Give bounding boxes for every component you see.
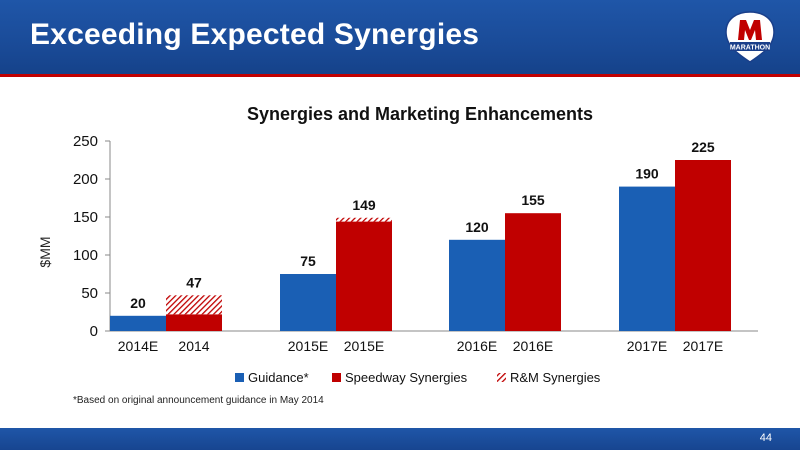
synergies-bar-chart: Synergies and Marketing Enhancements $MM… — [37, 104, 758, 385]
x-tick-label: 2016E — [513, 338, 553, 354]
y-tick-label: 250 — [73, 133, 98, 150]
y-axis-label: $MM — [37, 236, 53, 267]
x-tick-label: 2017E — [683, 338, 723, 354]
legend-swatch — [332, 373, 341, 382]
data-label: 20 — [130, 295, 146, 311]
legend-label: Guidance* — [248, 370, 309, 385]
page-number: 44 — [759, 432, 772, 444]
footer-bar: 44 — [0, 428, 800, 450]
legend-swatch — [235, 373, 244, 382]
data-label: 47 — [186, 274, 202, 290]
speedway-bar — [336, 221, 392, 331]
legend-swatch — [497, 373, 506, 382]
marathon-logo-icon: MARATHON — [725, 11, 775, 63]
guidance-bar — [110, 315, 166, 331]
data-label: 120 — [465, 219, 489, 235]
header-rule — [0, 74, 800, 77]
data-label: 155 — [521, 192, 545, 208]
speedway-bar — [505, 213, 561, 331]
x-tick-label: 2015E — [288, 338, 328, 354]
y-tick-label: 200 — [73, 171, 98, 188]
speedway-bar — [675, 160, 731, 331]
header-banner: Exceeding Expected Synergies MARATHON — [0, 0, 800, 74]
chart-title: Synergies and Marketing Enhancements — [247, 104, 593, 124]
y-tick-label: 100 — [73, 247, 98, 264]
legend-label: R&M Synergies — [510, 370, 601, 385]
footnote: *Based on original announcement guidance… — [73, 395, 324, 406]
rm-synergies-bar — [336, 217, 392, 222]
data-label: 190 — [635, 166, 659, 182]
guidance-bar — [619, 186, 675, 331]
x-tick-label: 2016E — [457, 338, 497, 354]
x-tick-label: 2017E — [627, 338, 667, 354]
y-tick-label: 50 — [81, 285, 98, 302]
rm-synergies-bar — [166, 295, 222, 315]
logo-text: MARATHON — [730, 45, 770, 52]
x-tick-label: 2014E — [118, 338, 158, 354]
guidance-bar — [449, 239, 505, 331]
page-title: Exceeding Expected Synergies — [30, 18, 480, 51]
speedway-bar — [166, 314, 222, 331]
data-label: 75 — [300, 253, 316, 269]
x-tick-label: 2014 — [178, 338, 209, 354]
legend-label: Speedway Synergies — [345, 370, 468, 385]
y-tick-label: 0 — [90, 323, 98, 340]
data-label: 225 — [691, 139, 715, 155]
data-label: 149 — [352, 197, 376, 213]
x-tick-label: 2015E — [344, 338, 384, 354]
y-tick-label: 150 — [73, 209, 98, 226]
guidance-bar — [280, 274, 336, 331]
